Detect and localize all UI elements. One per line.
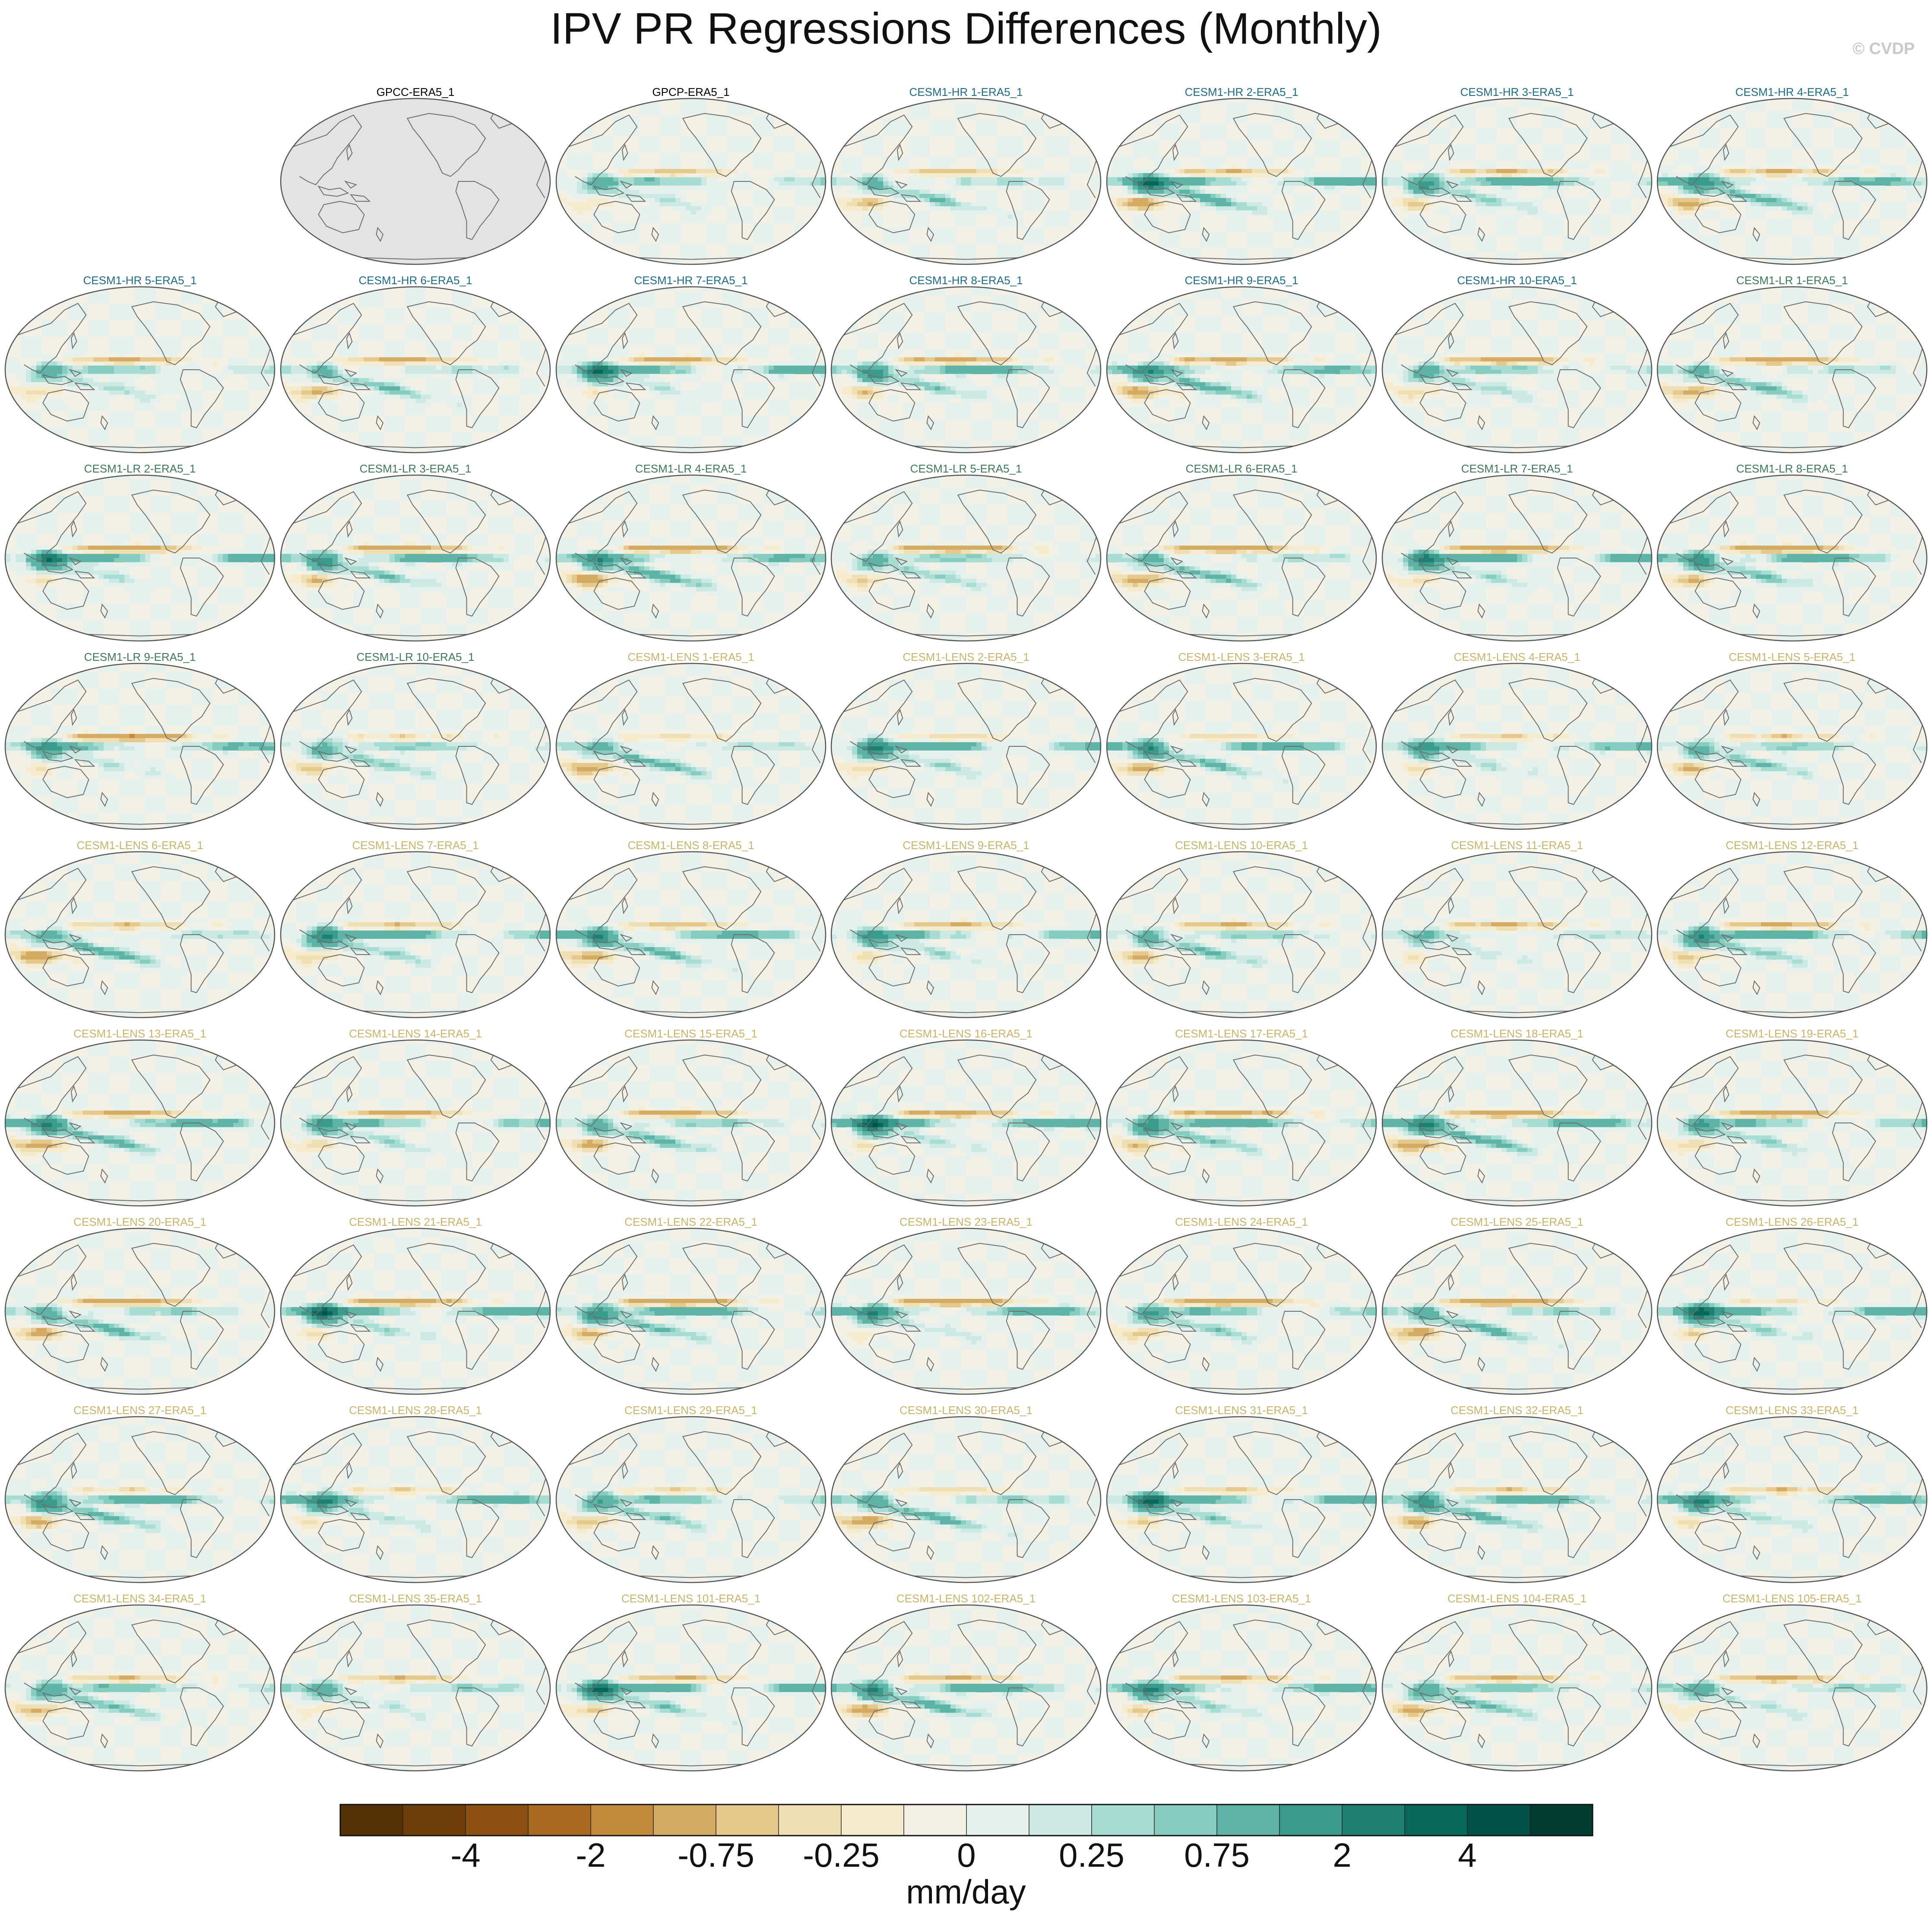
colorbar-tick-label: -0.25 (794, 1836, 889, 1875)
colorbar-bin (716, 1805, 779, 1836)
colorbar-bin (528, 1805, 591, 1836)
colorbar-tick-label: -2 (543, 1836, 638, 1875)
colorbar-tick-label: 0.25 (1044, 1836, 1139, 1875)
colorbar-bin (1530, 1805, 1593, 1836)
colorbar-bin (966, 1805, 1029, 1836)
colorbar-bin (1467, 1805, 1530, 1836)
colorbar-bin (653, 1805, 716, 1836)
colorbar-tick-label: 2 (1295, 1836, 1390, 1875)
colorbar-bin (1405, 1805, 1468, 1836)
colorbar-bin (841, 1805, 904, 1836)
colorbar-bin (591, 1805, 654, 1836)
colorbar-bin (466, 1805, 529, 1836)
colorbar-tick-label: 4 (1420, 1836, 1515, 1875)
colorbar-bin (1342, 1805, 1405, 1836)
colorbar-tick-label: 0.75 (1169, 1836, 1264, 1875)
colorbar-bin (403, 1805, 466, 1836)
colorbar-bin (904, 1805, 967, 1836)
colorbar-units-label: mm/day (0, 1872, 1932, 1912)
colorbar-bin (340, 1805, 403, 1836)
colorbar-bin (1029, 1805, 1092, 1836)
colorbar-tick-label: 0 (919, 1836, 1014, 1875)
colorbar-bin (1280, 1805, 1343, 1836)
colorbar-tick-label: -0.75 (668, 1836, 763, 1875)
colorbar-bin (1092, 1805, 1155, 1836)
colorbar-tick-label: -4 (418, 1836, 513, 1875)
colorbar-bin (1154, 1805, 1217, 1836)
colorbar-bin (1217, 1805, 1280, 1836)
colorbar-bin (779, 1805, 842, 1836)
